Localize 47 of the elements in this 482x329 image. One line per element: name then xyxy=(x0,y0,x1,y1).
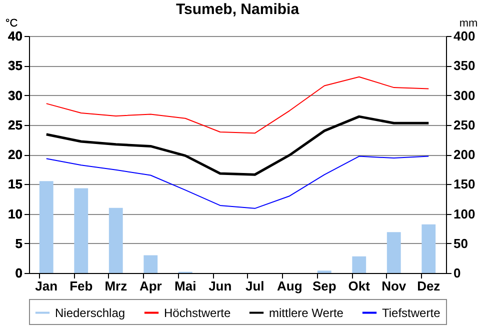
x-tick-label: Okt xyxy=(348,278,371,294)
x-tick-label: Mrz xyxy=(104,278,128,294)
x-tick-label: Nov xyxy=(382,278,407,294)
bar xyxy=(352,256,366,273)
y2-tick-label: 400 xyxy=(454,28,476,44)
bar xyxy=(74,188,88,273)
legend-label: Höchstwerte xyxy=(164,306,232,320)
bar xyxy=(108,208,123,273)
legend-label: Niederschlag xyxy=(55,306,126,320)
y2-tick-label: 350 xyxy=(454,58,476,74)
y2-tick-label: 200 xyxy=(454,147,476,162)
x-tick-label: Sep xyxy=(312,278,336,294)
x-tick-label: Mai xyxy=(174,278,196,294)
x-tick-label: Jul xyxy=(245,278,264,294)
line-series xyxy=(45,115,430,176)
y2-axis-title: mm xyxy=(459,18,478,30)
y-tick-label: 20 xyxy=(8,147,22,162)
y-tick-label: 30 xyxy=(8,88,22,103)
y-axis-title: °C xyxy=(5,18,18,30)
line-series xyxy=(46,156,430,209)
x-tick-label: Dez xyxy=(417,278,441,294)
y2-tick-label: 100 xyxy=(454,206,476,222)
bar xyxy=(144,255,158,273)
x-tick-label: Aug xyxy=(276,278,302,294)
x-tick-label: Jun xyxy=(208,278,232,294)
legend-label: mittlere Werte xyxy=(269,306,344,320)
x-tick-label: Apr xyxy=(139,278,162,294)
bar xyxy=(422,224,436,273)
y-tick-label: 40 xyxy=(8,28,22,44)
y-tick-label: 35 xyxy=(8,58,22,74)
bar xyxy=(39,181,54,273)
y-tick-label: 0 xyxy=(15,266,22,280)
y-tick-label: 25 xyxy=(8,117,22,132)
y-tick-label: 5 xyxy=(15,236,22,251)
bar xyxy=(386,232,401,273)
x-tick-label: Feb xyxy=(70,278,93,294)
x-tick-label: Jan xyxy=(35,278,58,294)
y-tick-label: 15 xyxy=(8,176,22,192)
legend-label: Tiefstwerte xyxy=(382,306,441,320)
chart-title: Tsumeb, Namibia xyxy=(176,1,300,18)
y-tick-label: 10 xyxy=(8,206,22,222)
y2-tick-label: 0 xyxy=(454,266,461,280)
y2-tick-label: 300 xyxy=(454,88,476,103)
y2-tick-label: 150 xyxy=(454,176,476,192)
line-series xyxy=(46,76,430,134)
y2-tick-label: 250 xyxy=(454,117,476,132)
y2-tick-label: 50 xyxy=(454,236,468,251)
